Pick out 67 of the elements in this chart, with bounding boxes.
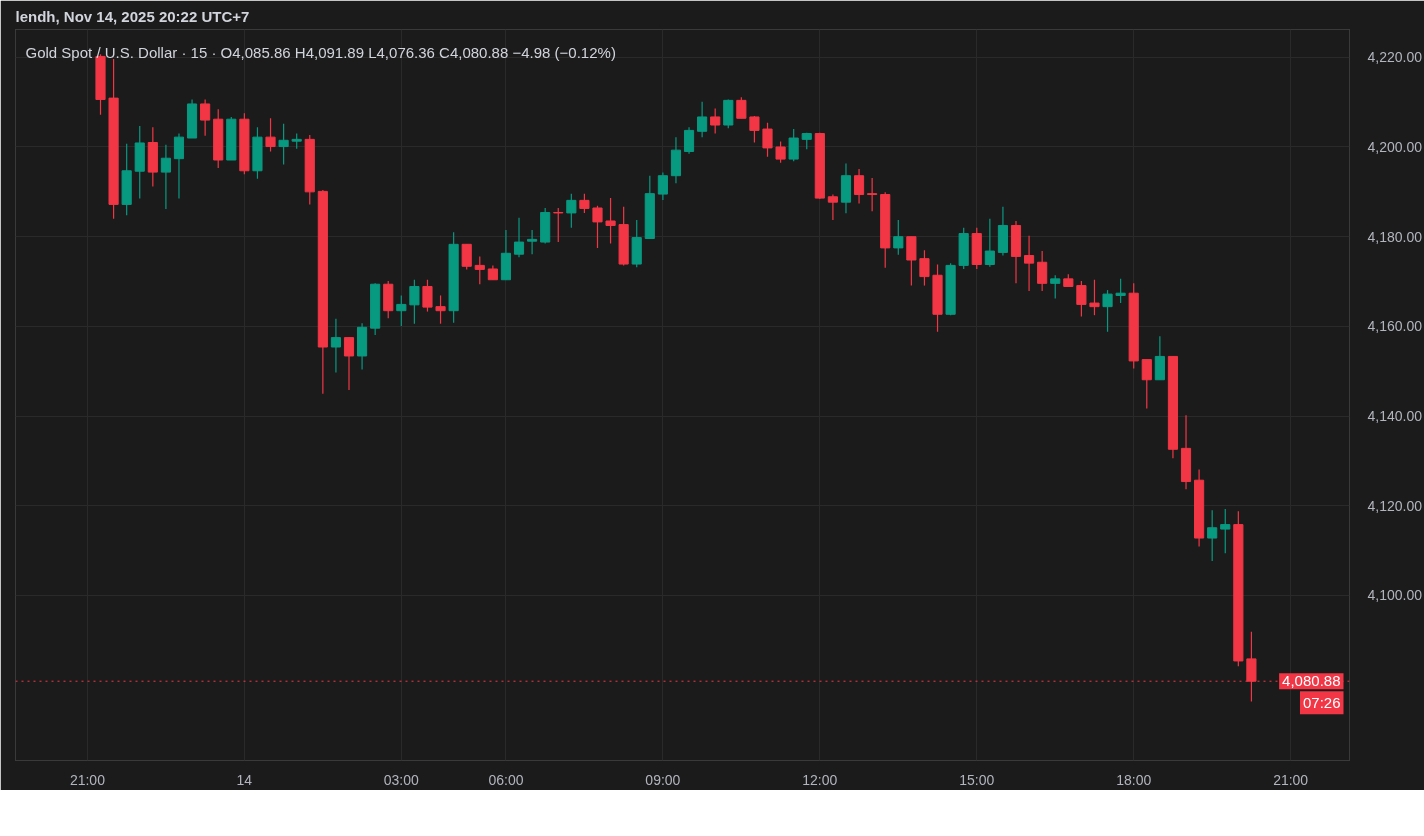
y-tick-label: 4,200.00 <box>1367 139 1423 155</box>
candlestick <box>553 207 564 243</box>
y-tick-label: 4,100.00 <box>1367 587 1423 604</box>
candlestick <box>919 249 930 287</box>
candlestick <box>827 193 838 221</box>
x-tick-label: 03:00 <box>383 771 420 788</box>
candlestick <box>762 122 773 158</box>
y-tick-label: 4,220.00 <box>1367 49 1423 66</box>
text: Gold Spot / U.S. Dollar · 15 · O4,085.86 H4,091.89 L4,076.36 C4,080.88 −4.98 (−0.12%) <box>25 43 616 61</box>
candlestick <box>396 294 407 327</box>
ref-line-label: 4,080.88 <box>1282 672 1341 690</box>
candlestick <box>893 219 904 256</box>
y-tick-label: 4,180.00 <box>1367 228 1423 245</box>
x-tick-label: 15:00 <box>959 771 995 788</box>
candlestick <box>527 229 538 255</box>
candlestick <box>160 144 171 210</box>
x-tick-label: 21:00 <box>69 771 106 788</box>
candlestick <box>278 123 289 166</box>
candlestick <box>200 98 211 137</box>
x-tick-label: 09:00 <box>645 771 681 788</box>
candlestick <box>605 197 616 245</box>
candlestick <box>330 318 341 374</box>
x-tick-label: 12:00 <box>802 771 838 788</box>
x-tick-label: 21:00 <box>1273 771 1309 788</box>
candlestick <box>343 337 355 391</box>
x-tick-label: 06:00 <box>488 771 524 788</box>
candlestick <box>749 115 760 144</box>
candlestick <box>409 279 420 325</box>
candlestick <box>906 236 917 287</box>
candlestick <box>853 168 865 205</box>
candlestick <box>710 107 721 135</box>
x-tick-label: 14 <box>236 771 253 788</box>
candlestick <box>1076 280 1087 318</box>
candlestick <box>775 141 786 164</box>
candlestick <box>1089 279 1100 316</box>
candlestick <box>435 294 446 325</box>
candlestick <box>265 117 276 153</box>
candlestick <box>1115 278 1126 304</box>
candlestick <box>579 193 590 214</box>
x-tick-label: 18:00 <box>1116 771 1152 788</box>
candlestick <box>461 243 472 271</box>
candlestick <box>513 217 525 258</box>
candlestick <box>1207 509 1218 562</box>
candlestick <box>1050 274 1061 300</box>
y-tick-label: 4,120.00 <box>1367 497 1423 514</box>
candlestick <box>1037 250 1048 292</box>
candlestick <box>867 177 878 212</box>
y-tick-label: 4,160.00 <box>1367 318 1423 335</box>
candlestick <box>566 193 577 229</box>
candlestick <box>1220 508 1231 554</box>
candlestick <box>422 279 433 313</box>
candlestick <box>474 255 485 285</box>
y-tick-label: 4,140.00 <box>1367 408 1423 425</box>
candlestick <box>1102 289 1113 333</box>
candlestick <box>788 128 799 162</box>
candlestick <box>1154 335 1165 381</box>
chart-subtitle: lendh, Nov 14, 2025 20:22 UTC+7 <box>15 7 250 25</box>
candlestick <box>984 218 995 268</box>
candlestick <box>1024 235 1035 292</box>
candlestick <box>736 96 747 119</box>
candlestick <box>697 101 708 138</box>
candlestick <box>683 126 695 155</box>
candlestick <box>173 132 185 200</box>
annotation: 07:26 <box>1302 694 1341 712</box>
candlestick <box>657 171 668 201</box>
candlestick <box>1141 358 1152 410</box>
candlestick <box>592 205 603 249</box>
